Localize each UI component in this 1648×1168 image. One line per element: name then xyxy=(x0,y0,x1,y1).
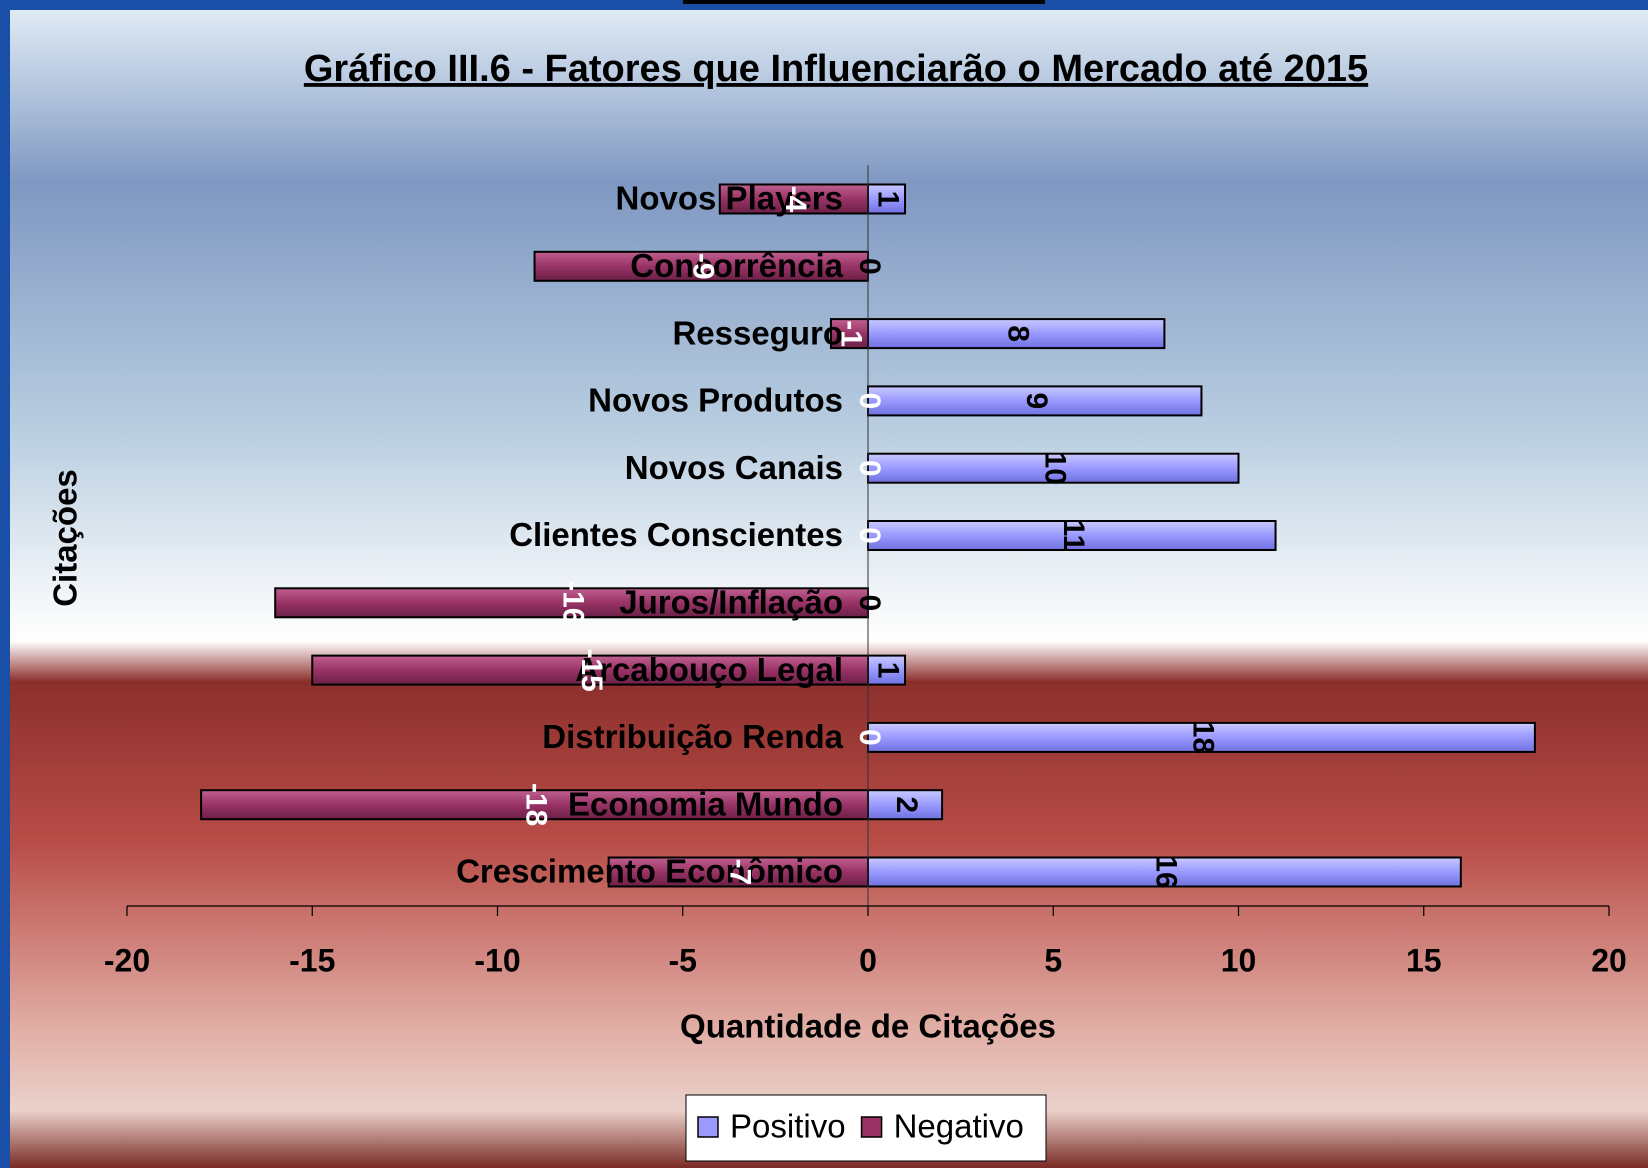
legend-label: Negativo xyxy=(894,1108,1024,1145)
x-axis-label: Quantidade de Citações xyxy=(680,1008,1056,1045)
data-label: 0 xyxy=(853,594,886,611)
category-label: Crescimento Econômico xyxy=(456,853,843,890)
bar xyxy=(533,250,869,282)
category-label: Novos Players xyxy=(616,180,843,217)
x-tick-label: 0 xyxy=(859,942,877,978)
legend-swatch xyxy=(697,1116,719,1138)
bar xyxy=(718,183,869,215)
data-label: 1 xyxy=(872,191,905,208)
bar xyxy=(311,654,869,686)
data-label: 2 xyxy=(890,796,923,813)
data-label: -1 xyxy=(835,320,868,347)
x-tick-label: -20 xyxy=(104,942,150,978)
data-label: -15 xyxy=(575,648,608,691)
data-label: 9 xyxy=(1020,393,1053,410)
category-label: Clientes Conscientes xyxy=(509,516,843,553)
data-label: -16 xyxy=(557,581,590,624)
y-axis-label: Citações xyxy=(47,469,84,607)
category-label: Novos Canais xyxy=(625,449,843,486)
top-tab xyxy=(683,0,1045,4)
data-label: -9 xyxy=(686,253,719,280)
data-label: 8 xyxy=(1001,325,1034,342)
data-label: 0 xyxy=(853,258,886,275)
bar xyxy=(200,789,870,821)
bar xyxy=(867,318,1166,350)
data-label: 10 xyxy=(1038,452,1071,485)
data-label: 0 xyxy=(853,393,886,410)
legend: Positivo Negativo xyxy=(685,1094,1047,1162)
legend-box xyxy=(685,1094,1047,1162)
bar xyxy=(829,318,870,350)
x-tick-label: -10 xyxy=(474,942,520,978)
data-label: -4 xyxy=(779,186,812,213)
data-label: -7 xyxy=(723,859,756,886)
category-label: Arcabouço Legal xyxy=(575,651,843,688)
bar xyxy=(867,385,1203,417)
category-label: Juros/Inflação xyxy=(619,584,843,621)
data-label: 0 xyxy=(853,729,886,746)
category-label: Concorrência xyxy=(630,247,843,284)
data-label: 16 xyxy=(1149,855,1182,888)
x-tick-label: 10 xyxy=(1221,942,1257,978)
data-label: 0 xyxy=(853,527,886,544)
data-label: 1 xyxy=(872,662,905,679)
category-label: Economia Mundo xyxy=(568,785,843,822)
category-label: Resseguro xyxy=(672,314,843,351)
legend-label: Positivo xyxy=(730,1108,846,1145)
chart-title: Gráfico III.6 - Fatores que Influenciarã… xyxy=(304,48,1368,90)
category-label: Novos Produtos xyxy=(588,382,843,419)
x-tick-label: 5 xyxy=(1044,942,1062,978)
x-tick-label: 15 xyxy=(1406,942,1442,978)
x-tick-label: -5 xyxy=(669,942,697,978)
data-label: -18 xyxy=(520,783,553,826)
category-label: Distribuição Renda xyxy=(542,718,843,755)
data-label: 0 xyxy=(853,460,886,477)
x-tick-label: 20 xyxy=(1591,942,1627,978)
legend-swatch xyxy=(860,1116,883,1138)
bar xyxy=(274,587,869,619)
x-tick-label: -15 xyxy=(289,942,335,978)
data-label: 11 xyxy=(1057,520,1090,552)
bar xyxy=(867,183,907,215)
data-label: 18 xyxy=(1187,721,1220,754)
